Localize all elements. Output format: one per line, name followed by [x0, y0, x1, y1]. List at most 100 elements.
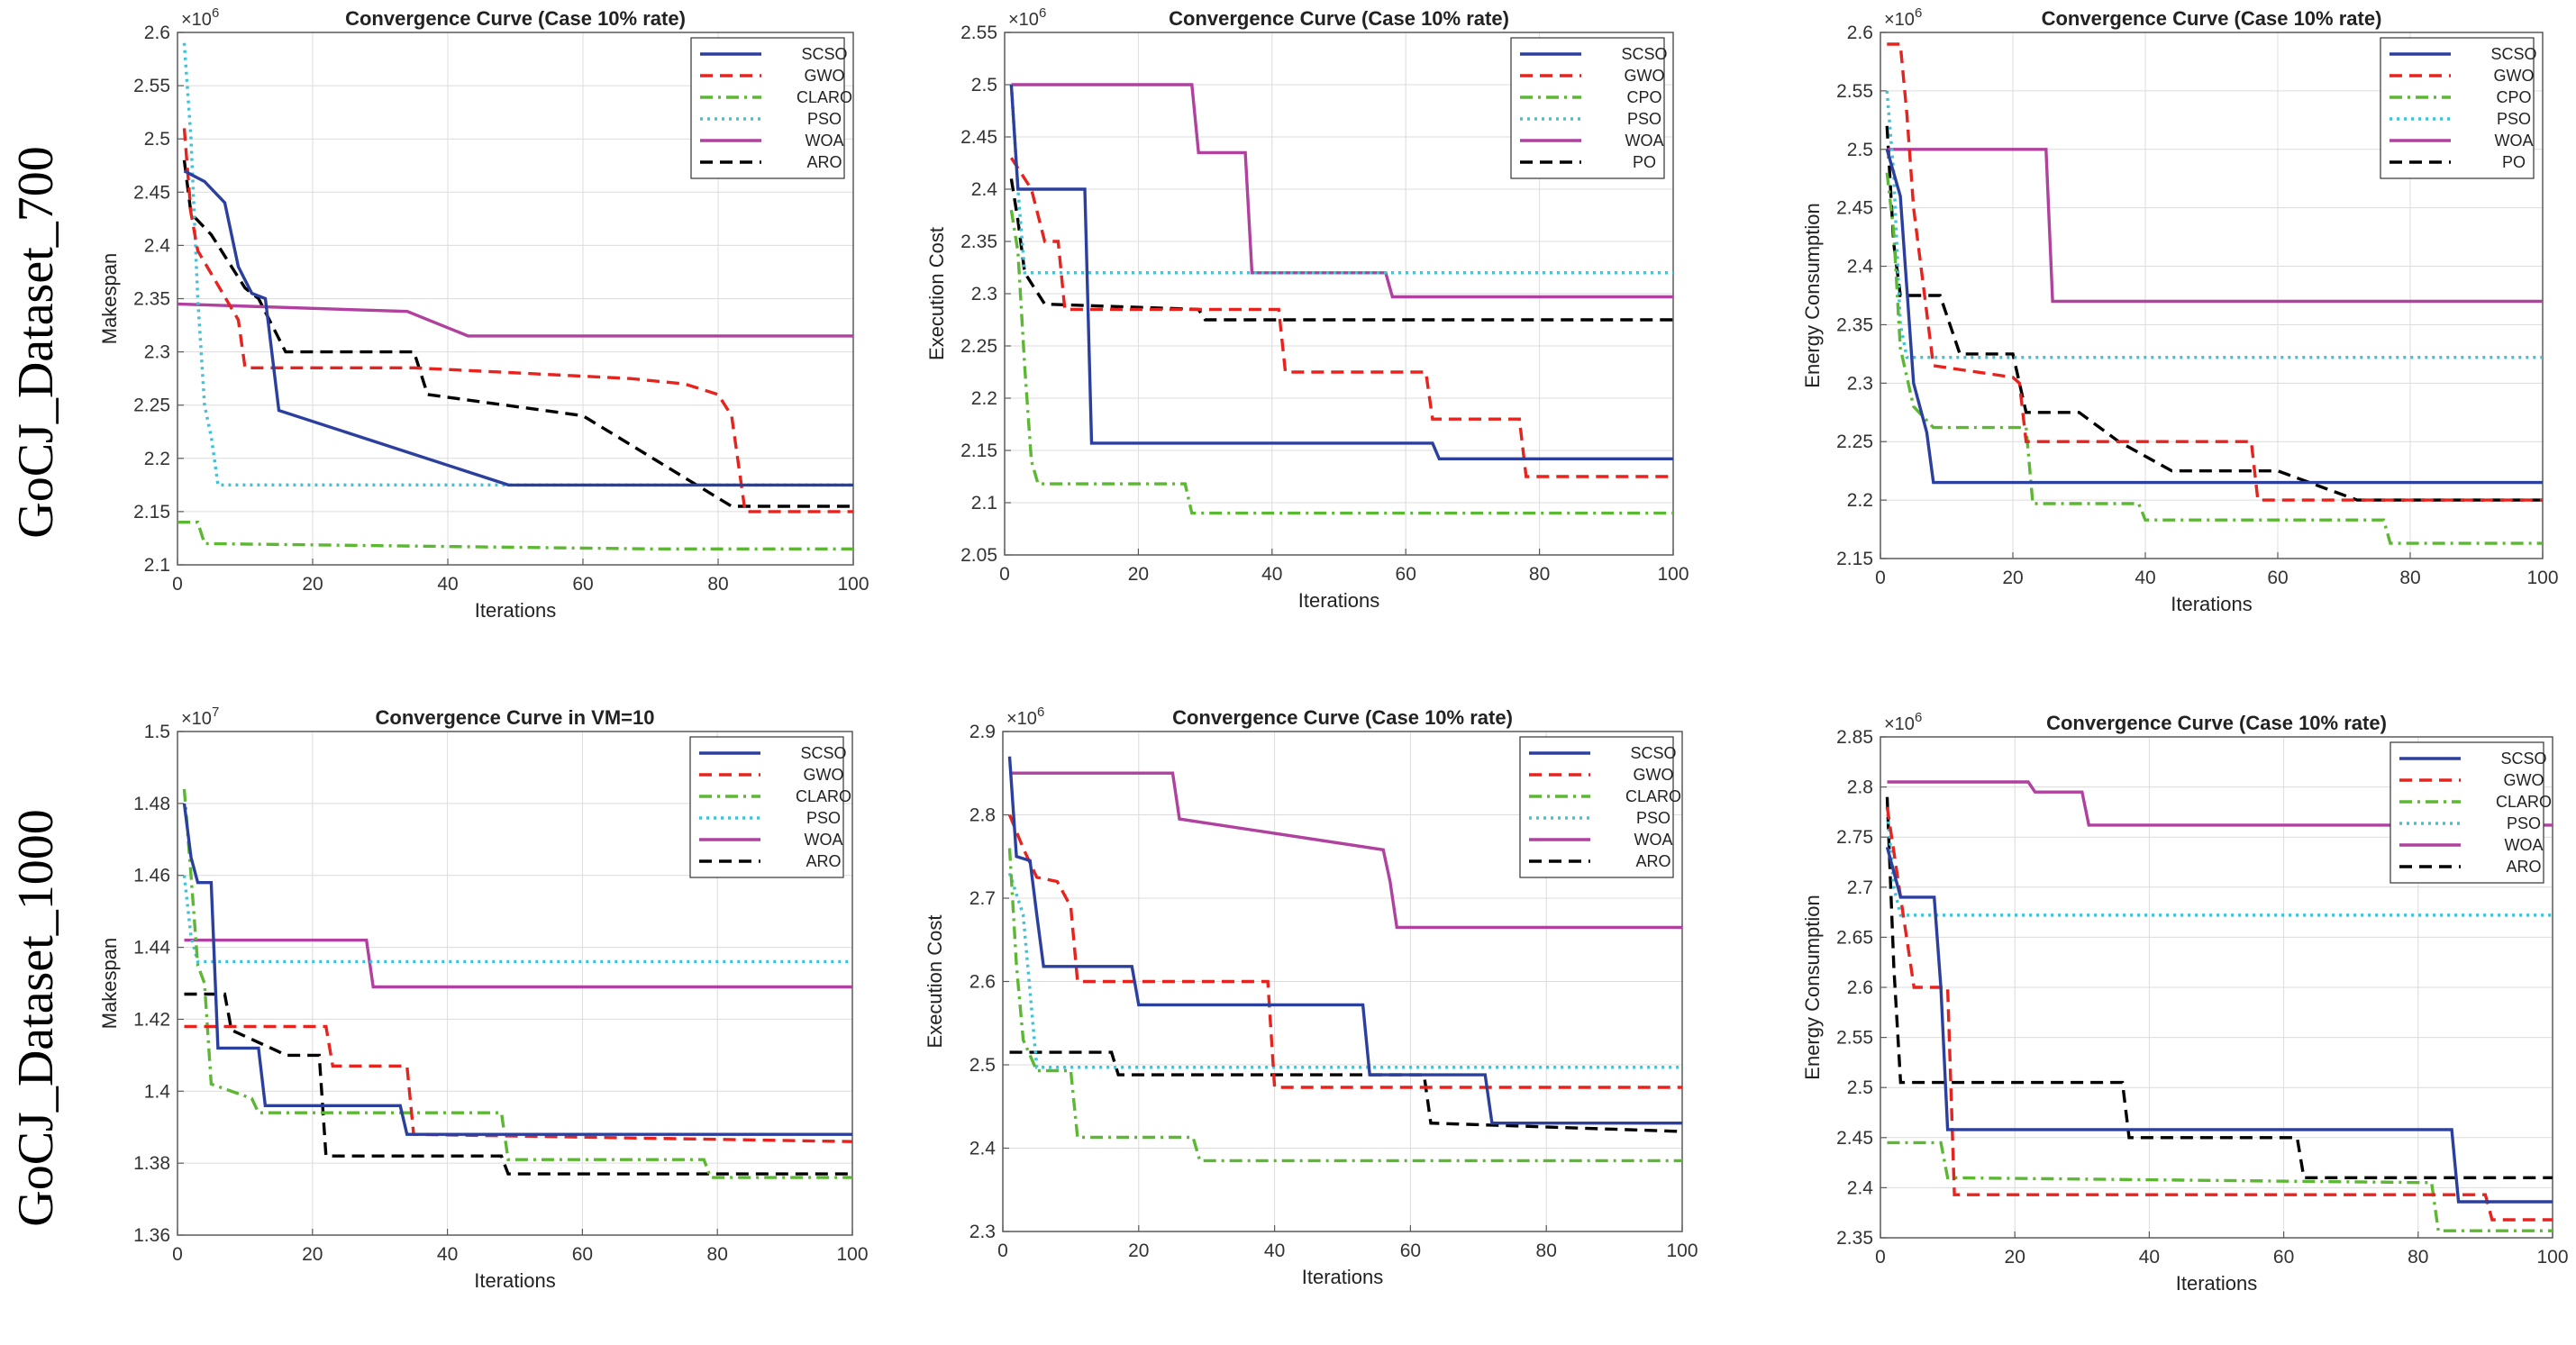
series-line-woa: [1011, 83, 1673, 299]
series-line-claro: [1887, 1141, 2553, 1232]
legend: SCSO GWO CLARO PSO WOA ARO: [690, 37, 852, 179]
legend-box: [1519, 736, 1674, 878]
x-tick-label: 60: [2267, 568, 2288, 588]
series-line-cpo: [1885, 172, 2543, 545]
legend-box: [690, 37, 845, 179]
x-tick-label: 20: [1128, 564, 1149, 585]
series-line-claro: [182, 788, 852, 1179]
y-tick-label: 2.45: [960, 127, 997, 148]
series-line-cpo: [1009, 209, 1673, 515]
x-tick-label: 100: [1657, 564, 1689, 585]
y-tick-label: 1.48: [133, 794, 170, 814]
axes-box: [177, 731, 853, 1236]
x-axis-label: Iterations: [2171, 593, 2253, 615]
y-tick-label: 2.2: [144, 449, 170, 469]
y-tick-label: 2.35: [1836, 1228, 1873, 1249]
x-tick-label: 60: [572, 574, 593, 595]
series-group: [1885, 42, 2543, 545]
legend-label: CLARO: [796, 88, 852, 106]
y-tick-label: 2.35: [960, 232, 997, 252]
chart-title: Convergence Curve (Case 10% rate): [345, 7, 686, 30]
y-tick-label: 2.5: [144, 129, 170, 150]
y-tick-label: 1.46: [133, 866, 170, 886]
x-tick-label: 0: [1875, 1247, 1886, 1268]
legend-label: CPO: [1626, 88, 1661, 106]
y-tick-label: 2.35: [1836, 314, 1873, 335]
legend-label: ARO: [806, 153, 842, 171]
y-tick-label: 2.7: [1847, 877, 1873, 898]
y-tick-label: 2.3: [971, 284, 997, 304]
legend-label: CLARO: [1625, 787, 1681, 805]
x-tick-label: 100: [837, 574, 869, 595]
legend-label: ARO: [1635, 852, 1670, 870]
y-axis-label: Execution Cost: [925, 227, 948, 360]
y-tick-label: 2.6: [144, 23, 170, 43]
x-tick-label: 60: [572, 1244, 593, 1265]
series-line-aro: [1885, 796, 2553, 1180]
axes-box: [1880, 32, 2544, 559]
series-line-aro: [1009, 1050, 1682, 1133]
x-tick-label: 80: [1536, 1240, 1557, 1261]
x-tick-label: 20: [302, 1244, 323, 1265]
y-exponent-label: ×106: [1884, 5, 1922, 30]
legend-label: WOA: [1634, 831, 1673, 849]
legend-label: ARO: [2506, 858, 2541, 876]
x-tick-label: 100: [2536, 1247, 2568, 1268]
x-tick-label: 100: [2526, 568, 2558, 588]
y-tick-label: 2.4: [1847, 1177, 1874, 1198]
legend-label: SCSO: [2500, 750, 2546, 768]
series-line-pso: [1007, 872, 1682, 1069]
series-group: [1009, 83, 1673, 515]
x-tick-label: 20: [302, 574, 323, 595]
y-tick-label: 1.5: [144, 722, 170, 742]
legend-box: [689, 736, 844, 878]
series-line-woa: [177, 302, 853, 338]
x-tick-label: 80: [707, 574, 728, 595]
y-tick-label: 2.4: [969, 1139, 997, 1159]
x-tick-label: 40: [1264, 1240, 1285, 1261]
y-tick-label: 2.5: [971, 75, 997, 95]
x-tick-label: 0: [997, 1240, 1008, 1261]
legend-label: SCSO: [801, 45, 847, 63]
y-tick-label: 2.45: [1836, 1128, 1873, 1149]
row-label-dataset-700: GoCJ_Dataset_700: [8, 146, 64, 539]
legend-label: WOA: [2505, 836, 2544, 854]
legend-label: SCSO: [1621, 45, 1667, 63]
y-tick-label: 2.5: [969, 1055, 996, 1076]
legend-label: PSO: [1636, 809, 1670, 827]
y-exponent-label: ×106: [1008, 5, 1046, 30]
chart-title: Convergence Curve (Case 10% rate): [2046, 712, 2387, 734]
y-tick-label: 2.75: [1836, 827, 1873, 848]
y-axis-label: Makespan: [98, 938, 121, 1030]
y-exponent-label: ×106: [181, 5, 219, 30]
y-axis-label: Energy Consumption: [1801, 203, 1824, 387]
x-axis-label: Iterations: [1298, 589, 1380, 612]
y-tick-label: 2.3: [969, 1222, 996, 1242]
chart-title: Convergence Curve (Case 10% rate): [1169, 7, 1509, 30]
y-tick-label: 2.45: [1836, 198, 1873, 219]
chart-title: Convergence Curve in VM=10: [376, 706, 655, 729]
series-line-claro: [177, 521, 853, 550]
legend-label: PSO: [807, 110, 842, 128]
series-line-po: [1009, 178, 1673, 322]
chart-panel: 2.3 2.4 2.5 2.6 2.7 2.8 2.9 0 20 40 60 80 100 ×106 Con…: [924, 704, 1698, 1288]
y-tick-label: 1.42: [133, 1009, 170, 1030]
chart-panel: 2.35 2.4 2.45 2.5 2.55 2.6 2.65 2.7 2.75 2.8 2.85 0…: [1801, 710, 2569, 1295]
legend-label: PO: [1633, 153, 1656, 171]
legend-label: CLARO: [796, 787, 851, 805]
y-tick-label: 2.15: [960, 441, 997, 461]
y-tick-label: 2.4: [144, 235, 171, 256]
x-tick-label: 40: [2139, 1247, 2160, 1268]
x-axis-label: Iterations: [2176, 1272, 2258, 1295]
y-tick-label: 2.3: [1847, 373, 1873, 394]
x-tick-label: 80: [2408, 1247, 2428, 1268]
legend-label: GWO: [805, 67, 845, 85]
series-line-pso: [1885, 806, 2553, 917]
x-axis-label: Iterations: [474, 1269, 556, 1292]
series-line-scso: [182, 803, 852, 1136]
y-tick-label: 2.05: [960, 545, 997, 566]
legend-label: PO: [2502, 153, 2526, 171]
y-exponent-label: ×107: [181, 704, 219, 729]
y-tick-label: 2.7: [969, 888, 996, 909]
